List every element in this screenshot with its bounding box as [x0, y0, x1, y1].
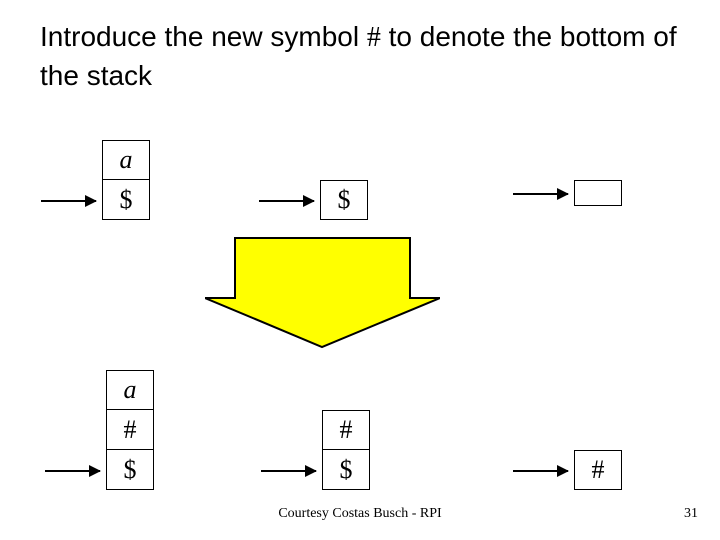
stack-cell: $ — [322, 450, 370, 490]
stack-bottom-3: # — [574, 450, 622, 490]
symbol-a: a — [120, 145, 133, 175]
stack-bottom-2: # $ — [322, 410, 370, 490]
footer-credit: Courtesy Costas Busch - RPI — [0, 506, 720, 522]
stack-cell: a — [102, 140, 150, 180]
slide-title: Introduce the new symbol # to denote the… — [40, 18, 680, 95]
arrow-to-stack-bottom-2 — [261, 470, 316, 472]
title-text-before: Introduce the new symbol — [40, 21, 367, 52]
down-arrow-icon — [205, 235, 440, 355]
stack-cell: $ — [320, 180, 368, 220]
stack-cell: # — [322, 410, 370, 450]
arrow-to-stack-bottom-1 — [45, 470, 100, 472]
stack-cell-empty — [574, 180, 622, 206]
stack-cell: # — [574, 450, 622, 490]
arrow-to-stack-top-1 — [41, 200, 96, 202]
stack-cell: $ — [106, 450, 154, 490]
arrow-to-stack-top-3 — [513, 193, 568, 195]
page-number: 31 — [684, 506, 698, 522]
symbol-a: a — [124, 375, 137, 405]
title-hash-symbol: # — [367, 22, 381, 53]
stack-top-2: $ — [320, 180, 368, 220]
stack-cell: # — [106, 410, 154, 450]
stack-top-1: a $ — [102, 140, 150, 220]
down-arrow-shape — [205, 238, 440, 347]
stack-cell: $ — [102, 180, 150, 220]
arrow-to-stack-bottom-3 — [513, 470, 568, 472]
stack-bottom-1: a # $ — [106, 370, 154, 490]
stack-top-3 — [574, 180, 622, 206]
arrow-to-stack-top-2 — [259, 200, 314, 202]
stack-cell: a — [106, 370, 154, 410]
